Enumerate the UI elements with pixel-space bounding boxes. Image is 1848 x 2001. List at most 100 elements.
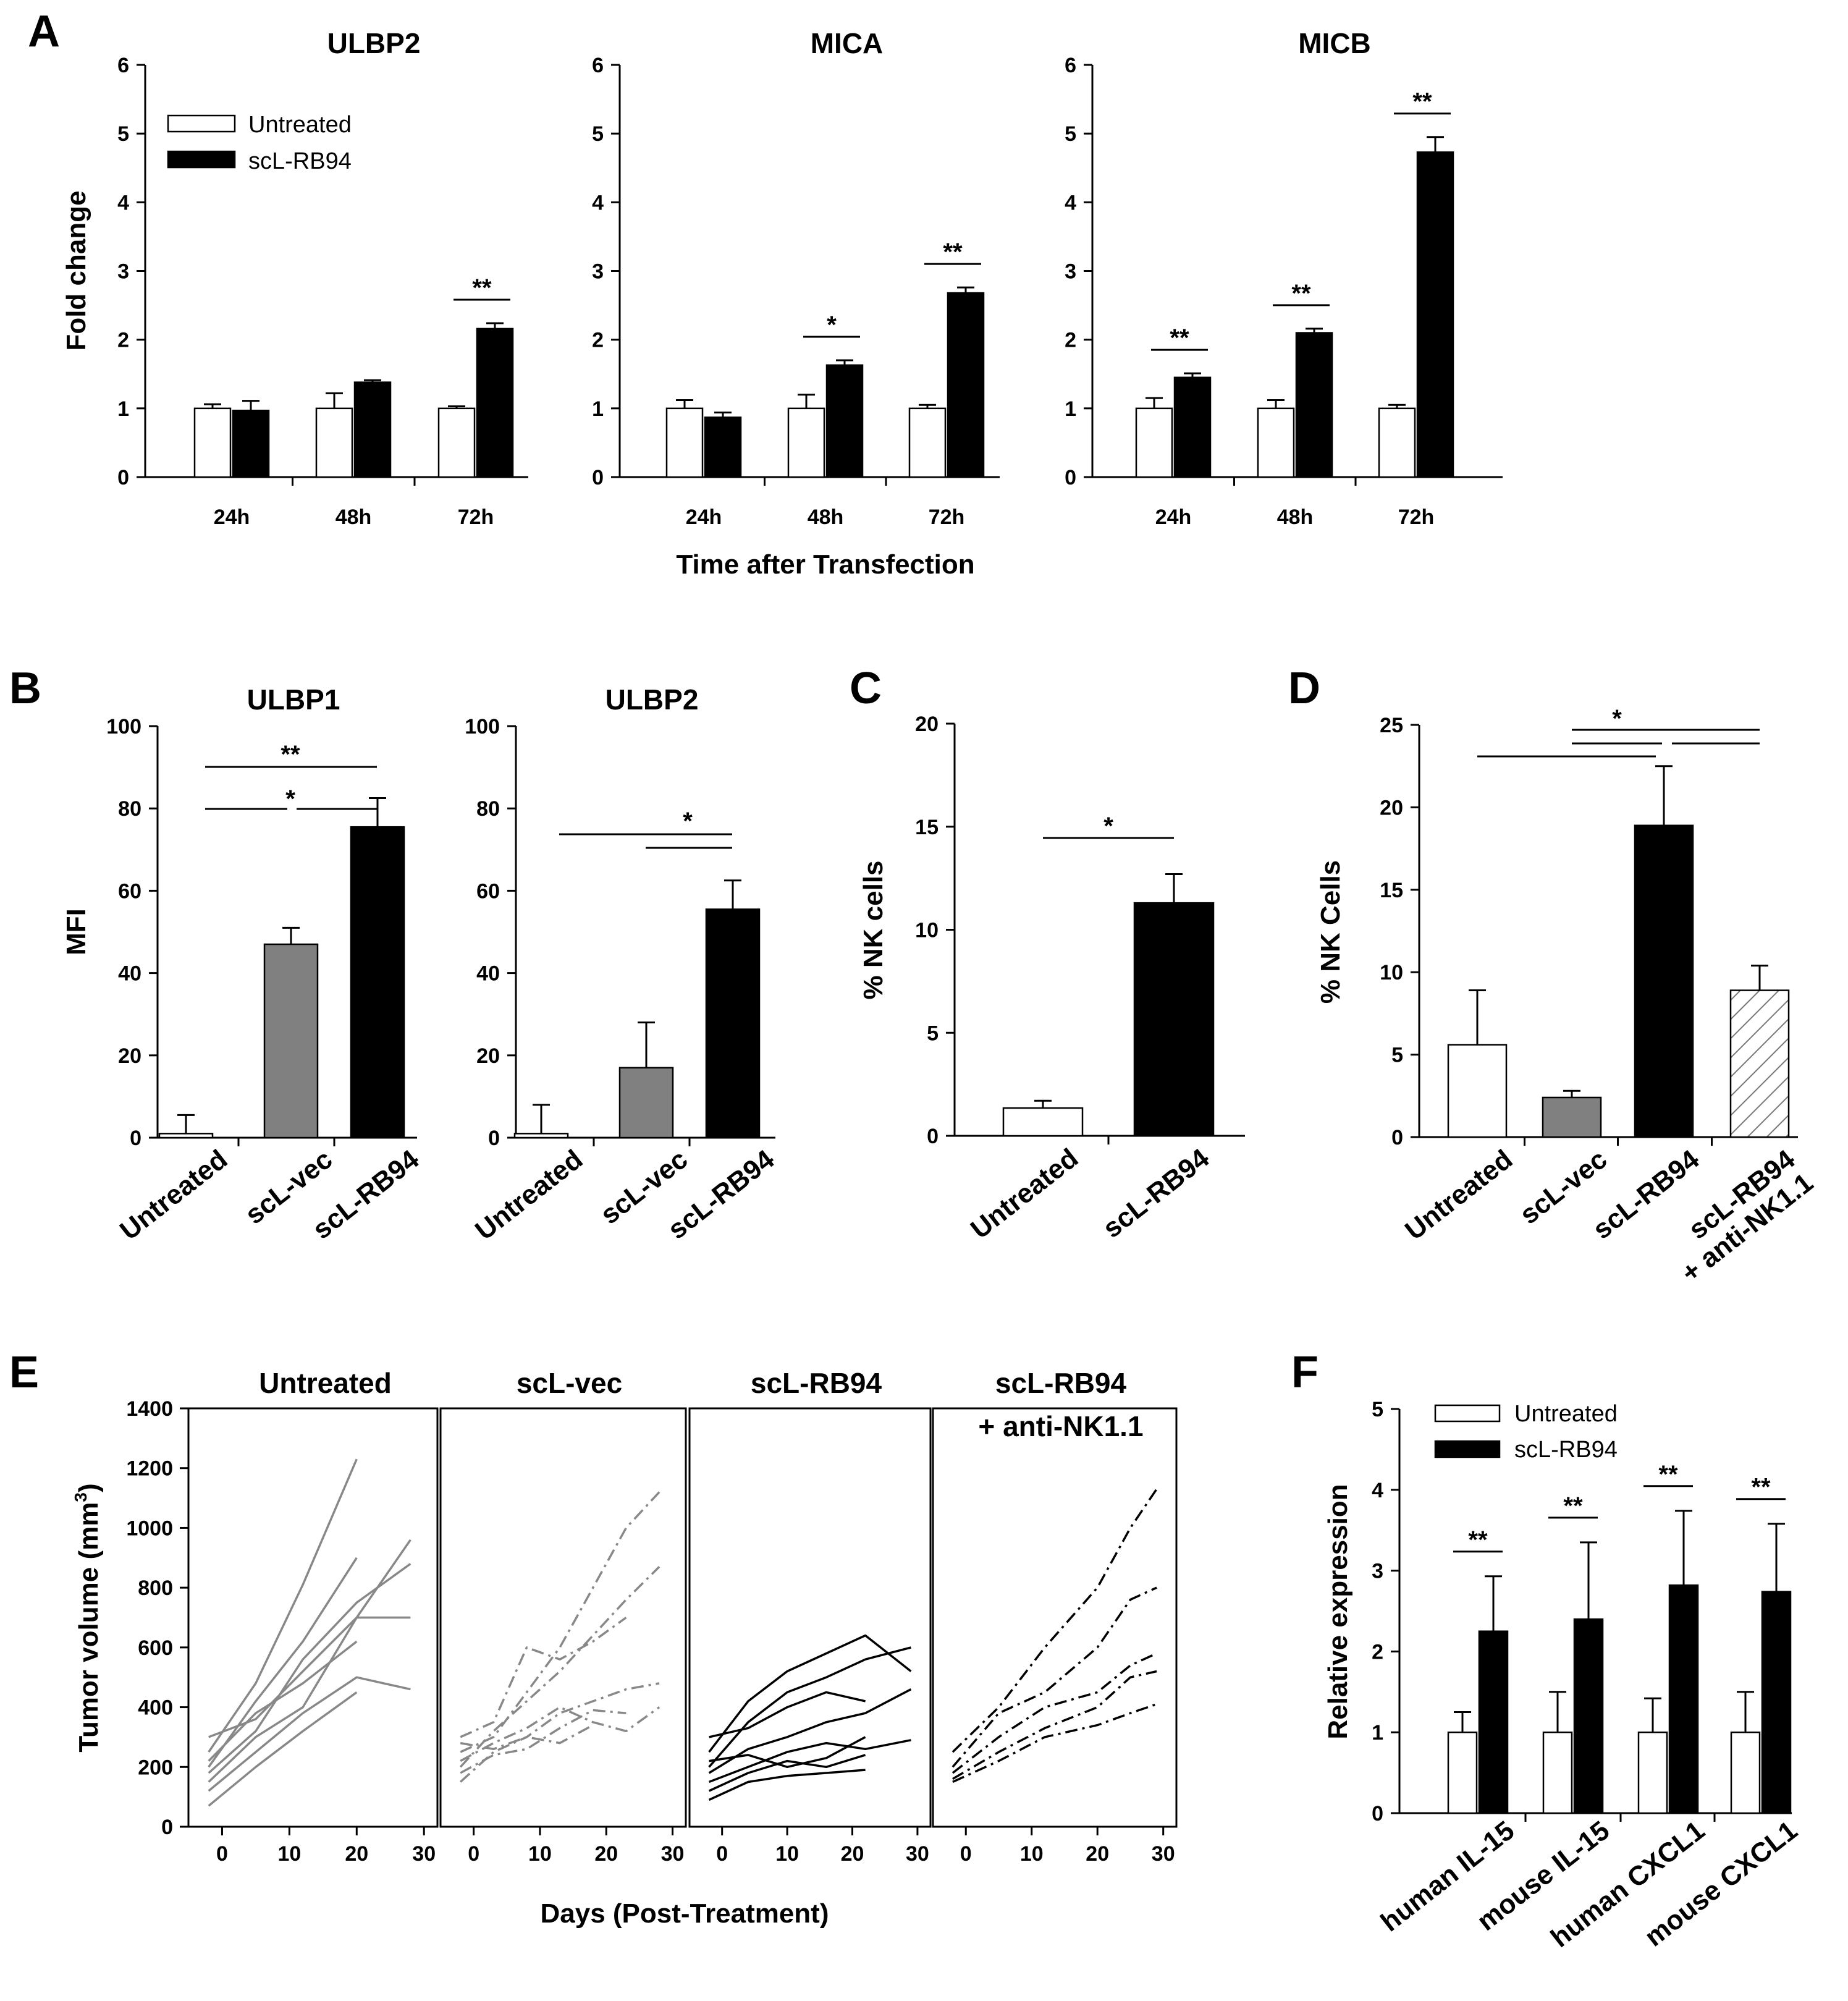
bar	[1542, 1096, 1602, 1138]
bar-untreated	[1257, 407, 1295, 478]
subplot-frame	[932, 1407, 1178, 1828]
y-tick-label: 25	[1380, 714, 1403, 737]
bar-sclrb94	[1573, 1618, 1604, 1814]
bar-sclrb94	[1478, 1630, 1509, 1814]
y-tick-label: 5	[927, 1022, 939, 1045]
bar-sclrb94	[1173, 376, 1212, 478]
bar	[1634, 824, 1694, 1138]
series-line	[708, 1646, 911, 1768]
x-axis-label: Time after Transfection	[676, 549, 974, 580]
series-line	[208, 1676, 411, 1792]
x-tick-label: 20	[841, 1842, 864, 1866]
y-tick-label: 1200	[126, 1457, 173, 1481]
series-line	[460, 1491, 660, 1753]
panel-label-f: F	[1291, 1348, 1318, 1397]
y-tick-label: 3	[592, 260, 604, 284]
y-tick-label: 0	[130, 1127, 141, 1150]
y-axis-label: MFI	[61, 908, 91, 955]
significance-mark: **	[1468, 1526, 1488, 1554]
y-tick-label: 4	[1065, 191, 1076, 214]
bar	[1133, 902, 1215, 1137]
y-tick-label: 40	[476, 962, 500, 986]
series-line	[952, 1703, 1157, 1783]
x-tick-label: scL-RB94	[1097, 1143, 1215, 1244]
series-line	[709, 1691, 866, 1738]
x-tick-label: 20	[1086, 1842, 1109, 1866]
y-axis-label-sup: 3	[71, 1492, 90, 1502]
x-tick-label: 72h	[1398, 506, 1435, 529]
series-line	[460, 1617, 627, 1738]
y-tick-label: 100	[465, 715, 500, 738]
series-line	[460, 1682, 660, 1783]
series-line	[708, 1739, 911, 1783]
x-tick-label-line: Untreated	[1399, 1144, 1518, 1246]
y-tick-label: 0	[927, 1125, 939, 1148]
series-line	[708, 1754, 866, 1792]
y-tick-label: 0	[161, 1816, 173, 1839]
x-tick-label: mouse CXCL1	[1639, 1815, 1803, 1952]
x-tick-label: 30	[1152, 1842, 1175, 1866]
subplot-frame	[688, 1407, 932, 1828]
y-tick-label: 0	[1391, 1126, 1403, 1149]
chart-title: ULBP2	[605, 683, 699, 716]
x-tick-label: 20	[594, 1842, 618, 1866]
bar	[350, 826, 405, 1139]
bar-sclrb94	[1295, 332, 1333, 478]
y-tick-label: 2	[1065, 329, 1076, 352]
subplot-title: scL-vec	[517, 1367, 622, 1399]
y-tick-label: 6	[117, 54, 129, 77]
y-axis-label: % NK cells	[858, 861, 888, 1000]
y-tick-label: 4	[117, 191, 129, 214]
x-tick-label: Untreated	[114, 1144, 233, 1246]
x-tick-label: 0	[960, 1842, 972, 1866]
y-tick-label: 3	[1372, 1560, 1383, 1583]
y-tick-label: 1400	[126, 1397, 173, 1421]
bar	[618, 1067, 674, 1139]
series-line	[208, 1640, 358, 1762]
x-tick-label: 10	[277, 1842, 301, 1866]
bar-untreated	[1730, 1731, 1761, 1814]
series-line	[708, 1688, 912, 1774]
subplot-frame	[187, 1407, 439, 1828]
bar	[705, 908, 761, 1139]
y-tick-label: 15	[1380, 879, 1403, 902]
x-tick-label: 10	[528, 1842, 552, 1866]
x-tick-label: 24h	[1155, 506, 1192, 529]
y-tick-label: 1000	[126, 1517, 173, 1540]
y-tick-label: 6	[1065, 54, 1076, 77]
y-tick-label: 2	[1372, 1640, 1383, 1664]
subplot-title: Untreated	[259, 1367, 392, 1399]
legend-swatch-sclrb94	[1434, 1440, 1501, 1458]
y-tick-label: 400	[138, 1696, 173, 1720]
series-line	[460, 1709, 627, 1774]
series-line	[208, 1563, 411, 1774]
legend-label: scL-RB94	[248, 148, 352, 174]
y-tick-label: 20	[118, 1044, 141, 1068]
y-tick-label: 1	[1065, 397, 1076, 421]
series-line	[208, 1557, 358, 1768]
significance-mark: **	[472, 274, 492, 302]
significance-mark: **	[1658, 1461, 1678, 1488]
y-axis-label: Tumor volume (mm3)	[71, 1483, 104, 1752]
significance-mark: **	[1563, 1492, 1583, 1520]
panel-label-d: D	[1288, 664, 1320, 713]
significance-mark: *	[827, 311, 837, 339]
y-tick-label: 0	[117, 466, 129, 489]
y-tick-label: 15	[915, 816, 939, 839]
x-tick-label: 0	[716, 1842, 728, 1866]
y-tick-label: 2	[592, 329, 604, 352]
panel-label-c: C	[850, 664, 882, 713]
y-tick-label: 600	[138, 1636, 173, 1660]
bar	[1447, 1044, 1508, 1138]
y-tick-label: 100	[106, 715, 141, 738]
x-tick-label: 30	[661, 1842, 685, 1866]
significance-mark: *	[285, 785, 295, 813]
x-tick-label: 24h	[686, 506, 722, 529]
y-tick-label: 3	[1065, 260, 1076, 284]
series-line	[460, 1724, 594, 1751]
bar-sclrb94	[232, 409, 270, 478]
x-tick-label: Untreated	[965, 1143, 1084, 1245]
significance-mark: **	[1751, 1474, 1771, 1501]
significance-mark: **	[1291, 280, 1311, 307]
bar-sclrb94	[1416, 151, 1454, 478]
